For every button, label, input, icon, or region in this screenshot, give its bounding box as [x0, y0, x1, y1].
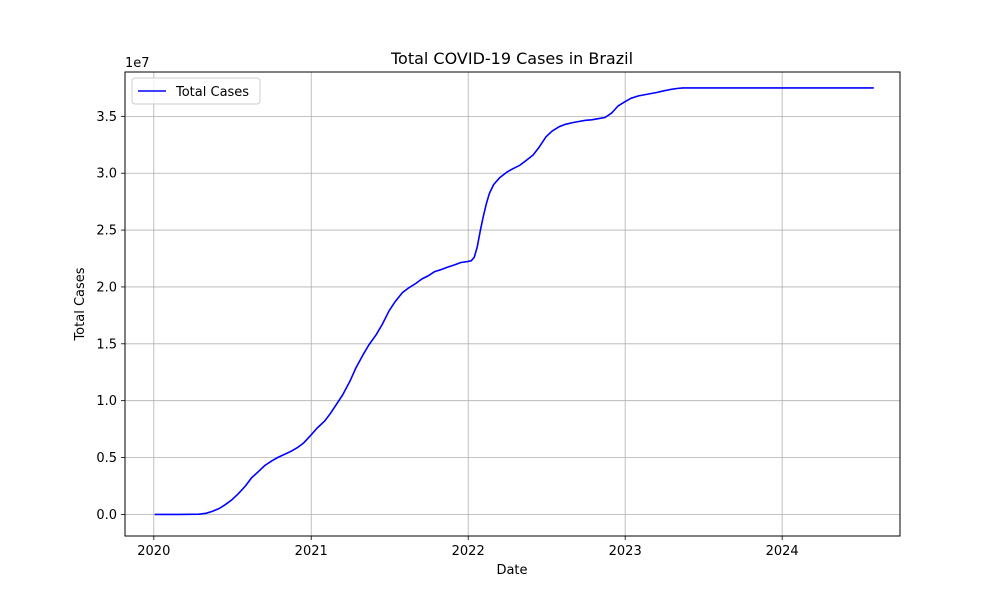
legend: Total Cases — [131, 77, 261, 105]
y-tick-label: 0.0 — [96, 508, 117, 523]
x-tick-label: 2021 — [295, 544, 328, 559]
x-tick-label: 2022 — [452, 544, 485, 559]
y-axis-label: Total Cases — [73, 267, 88, 341]
x-tick-label: 2020 — [137, 544, 170, 559]
legend-box — [131, 77, 261, 105]
y-axis-offset-label: 1e7 — [125, 56, 150, 71]
y-tick-label: 1.0 — [96, 394, 117, 409]
y-tick-label: 1.5 — [96, 337, 117, 352]
y-tick-label: 2.5 — [96, 224, 117, 239]
y-tick-label: 2.0 — [96, 280, 117, 295]
x-axis-label: Date — [496, 563, 527, 578]
y-axis: 0.0 0.5 1.0 1.5 2.0 2.5 3.0 3.5 — [96, 110, 125, 523]
chart-title: Total COVID-19 Cases in Brazil — [390, 49, 633, 68]
series-layer — [154, 87, 874, 516]
legend-label-total-cases: Total Cases — [175, 85, 249, 100]
y-tick-label: 3.0 — [96, 167, 117, 182]
y-tick-label: 0.5 — [96, 451, 117, 466]
grid-lines — [125, 72, 900, 536]
series-line-total-cases — [154, 87, 874, 516]
x-tick-label: 2023 — [609, 544, 642, 559]
plot-frame — [124, 71, 901, 537]
y-tick-label: 3.5 — [96, 110, 117, 125]
x-axis: 2020 2021 2022 2023 2024 — [137, 536, 799, 559]
x-tick-label: 2024 — [766, 544, 799, 559]
